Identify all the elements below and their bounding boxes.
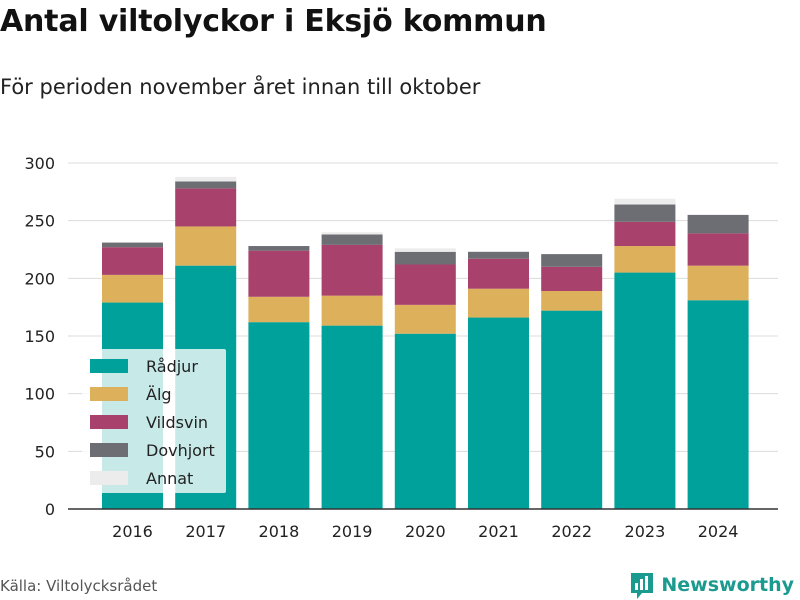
legend-item: Rådjur bbox=[90, 356, 198, 376]
bar-segment bbox=[321, 234, 383, 245]
y-tick-label: 150 bbox=[24, 327, 55, 346]
bar-segment bbox=[102, 242, 163, 248]
bar-segment bbox=[175, 188, 237, 227]
y-tick-label: 300 bbox=[24, 154, 55, 173]
x-tick-label: 2016 bbox=[112, 522, 153, 541]
brand-name: Newsworthy bbox=[661, 574, 794, 596]
bar-segment bbox=[468, 251, 529, 259]
bar-segment bbox=[541, 254, 603, 267]
bar-segment bbox=[468, 288, 529, 318]
legend-item: Dovhjort bbox=[90, 440, 215, 460]
legend-label: Vildsvin bbox=[146, 412, 209, 432]
bar-segment bbox=[468, 258, 529, 289]
legend-swatch bbox=[90, 415, 128, 429]
x-tick-label: 2022 bbox=[551, 522, 592, 541]
x-tick-label: 2017 bbox=[185, 522, 226, 541]
bar-segment bbox=[541, 291, 603, 311]
x-tick-label: 2018 bbox=[259, 522, 300, 541]
legend-swatch bbox=[90, 359, 128, 373]
chart-legend: Rådjur Älg Vildsvin Dovhjort Annat bbox=[82, 349, 226, 493]
bar-segment bbox=[175, 176, 237, 182]
legend-item: Älg bbox=[90, 384, 172, 404]
legend-swatch bbox=[90, 471, 128, 485]
chart-title: Antal viltolyckor i Eksjö kommun bbox=[0, 4, 547, 39]
chart-subtitle: För perioden november året innan till ok… bbox=[0, 75, 481, 99]
legend-swatch bbox=[90, 387, 128, 401]
y-tick-label: 0 bbox=[45, 500, 55, 519]
bar-segment bbox=[102, 274, 163, 303]
bar-segment bbox=[614, 221, 676, 247]
bar-segment bbox=[321, 295, 383, 326]
bar-segment bbox=[321, 325, 383, 509]
legend-label: Älg bbox=[146, 384, 172, 404]
bar-segment bbox=[468, 317, 529, 509]
bar-segment bbox=[102, 247, 163, 275]
x-tick-label: 2019 bbox=[332, 522, 373, 541]
bar-segment bbox=[394, 248, 456, 252]
bar-segment bbox=[394, 264, 456, 305]
bar-segment bbox=[687, 300, 749, 509]
bar-segment bbox=[614, 204, 676, 222]
source-note: Källa: Viltolycksrådet bbox=[0, 577, 158, 595]
legend-swatch bbox=[90, 443, 128, 457]
bar-segment bbox=[614, 246, 676, 273]
bar-segment bbox=[687, 233, 749, 266]
bar-segment bbox=[687, 265, 749, 301]
bar-segment bbox=[321, 232, 383, 235]
bar-segment bbox=[541, 266, 603, 292]
newsworthy-logo-icon bbox=[631, 573, 654, 599]
x-tick-label: 2024 bbox=[698, 522, 739, 541]
legend-label: Dovhjort bbox=[146, 440, 215, 460]
bar-segment bbox=[175, 181, 237, 189]
brand-logo: Newsworthy bbox=[629, 570, 794, 600]
legend-label: Rådjur bbox=[146, 356, 198, 376]
bar-segment bbox=[394, 251, 456, 265]
bar-segment bbox=[248, 322, 310, 509]
x-tick-label: 2020 bbox=[405, 522, 446, 541]
bar-segment bbox=[687, 214, 749, 234]
y-tick-label: 100 bbox=[24, 385, 55, 404]
bar-segment bbox=[248, 296, 310, 323]
legend-label: Annat bbox=[146, 468, 194, 488]
y-tick-label: 50 bbox=[35, 442, 55, 461]
bar-segment bbox=[614, 272, 676, 509]
legend-item: Annat bbox=[90, 468, 193, 488]
bar-segment bbox=[248, 250, 310, 297]
x-tick-label: 2023 bbox=[625, 522, 666, 541]
bar-segment bbox=[614, 198, 676, 205]
bar-segment bbox=[394, 333, 456, 509]
bar-segment bbox=[175, 226, 237, 266]
bar-segment bbox=[321, 244, 383, 296]
y-tick-label: 200 bbox=[24, 269, 55, 288]
y-tick-label: 250 bbox=[24, 212, 55, 231]
bar-segment bbox=[248, 246, 310, 251]
bar-segment bbox=[541, 310, 603, 509]
legend-item: Vildsvin bbox=[90, 412, 208, 432]
bar-segment bbox=[394, 304, 456, 334]
x-tick-label: 2021 bbox=[478, 522, 519, 541]
